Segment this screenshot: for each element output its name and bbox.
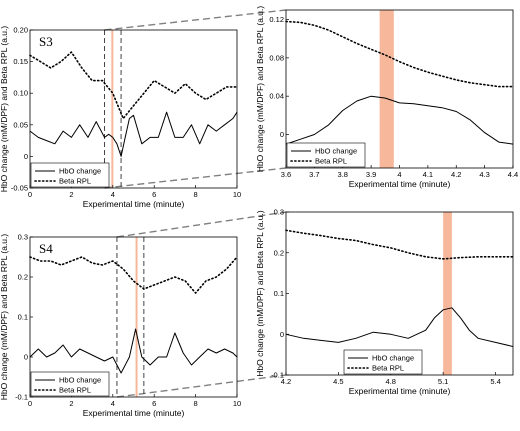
zoom-connector-top — [104, 9, 287, 31]
x-tick-label: 8 — [194, 190, 198, 199]
x-tick-label: 4.2 — [281, 377, 291, 386]
y-tick-label: -0.1 — [15, 393, 28, 402]
zoom-connector-bottom — [116, 374, 287, 398]
x-tick-label: 4 — [397, 170, 401, 179]
x-axis-label: Experimental time (minute) — [349, 386, 451, 396]
highlight-band — [379, 10, 394, 168]
x-axis-label: Experimental time (minute) — [83, 408, 185, 418]
x-tick-label: 2 — [69, 190, 73, 199]
zoom-connector-top — [116, 211, 287, 238]
x-tick-label: 4 — [111, 190, 115, 199]
highlight-band — [135, 237, 138, 397]
y-axis-label: HbO change (mM/DPF) and Beta RPL (a.u.) — [255, 6, 265, 173]
panel-s4-zoom: 4.2 4.5 4.8 5.1 5.4 -0.1 0 0.1 0.2 0.3 Experimenta… — [255, 208, 514, 396]
y-tick-label: -0.1 — [271, 371, 284, 380]
x-axis-label: Experimental time (minute) — [349, 179, 451, 189]
y-tick-label: 0 — [280, 330, 284, 339]
x-tick-label: 8 — [194, 399, 198, 408]
x-tick-label: 10 — [233, 399, 241, 408]
x-tick-label: 6 — [152, 399, 156, 408]
y-tick-label: 0.08 — [269, 53, 284, 62]
legend-entry: Beta RPL — [59, 177, 91, 186]
x-tick-label: 3.9 — [366, 170, 376, 179]
x-tick-label: 6 — [152, 190, 156, 199]
series-line-beta-rpl — [285, 20, 514, 88]
series-line-hbo-change — [285, 307, 514, 347]
series-line-hbo-change — [29, 328, 238, 374]
y-tick-label: 0.15 — [13, 57, 28, 66]
legend-entry: Beta RPL — [372, 364, 404, 373]
legend-entry: HbO change — [372, 354, 414, 363]
x-tick-label: 5.4 — [490, 377, 500, 386]
legend-box — [30, 162, 110, 188]
legend-box — [343, 349, 423, 375]
y-tick-label: 0.20 — [13, 26, 28, 35]
legend-box — [286, 142, 366, 168]
y-axis-label: HbO change (mM/DPF) and Beta RPL (a.u.) — [255, 210, 265, 377]
y-tick-label: 0.1 — [274, 289, 284, 298]
y-tick-label: 0.3 — [274, 208, 284, 217]
x-tick-label: 4.2 — [451, 170, 461, 179]
x-tick-label: 3.6 — [281, 170, 291, 179]
y-tick-label: 0.2 — [18, 273, 28, 282]
x-tick-label: 5.1 — [438, 377, 448, 386]
y-tick-label: 0 — [24, 353, 28, 362]
series-line-hbo-change — [285, 95, 514, 145]
x-tick-label: 10 — [233, 190, 241, 199]
series-line-hbo-change — [29, 111, 238, 157]
panel-s3-full: 0 2 4 6 8 10-0.0500.050.100.150.20Experimenta… — [0, 26, 241, 210]
plot-frame — [29, 29, 238, 189]
y-tick-label: 0.1 — [18, 313, 28, 322]
x-tick-label: 4.5 — [333, 377, 343, 386]
x-tick-label: 2 — [69, 399, 73, 408]
y-tick-label: 0.05 — [13, 120, 28, 129]
y-tick-label: -0.05 — [11, 184, 28, 193]
x-axis-label: Experimental time (minute) — [83, 199, 185, 209]
legend-entry: HbO change — [59, 376, 101, 385]
y-tick-label: 0.3 — [18, 233, 28, 242]
y-tick-label: 0.10 — [13, 89, 28, 98]
series-line-beta-rpl — [285, 229, 514, 260]
x-tick-label: 0 — [28, 399, 32, 408]
x-tick-label: 3.8 — [338, 170, 348, 179]
legend-entry: HbO change — [59, 167, 101, 176]
panel-s3-zoom: 3.6 3.7 3.8 3.9 4 4.1 4.2 4.3 4.4 0 0.04 0.08 0.12 Ex… — [255, 6, 518, 189]
highlight-band — [111, 30, 114, 188]
y-tick-label: 0 — [280, 130, 284, 139]
x-tick-label: 4.4 — [508, 170, 518, 179]
zoom-connectors — [104, 9, 287, 398]
x-tick-label: 0 — [28, 190, 32, 199]
panel-label: S3 — [39, 34, 53, 49]
series-line-beta-rpl — [29, 51, 238, 120]
series-line-beta-rpl — [29, 256, 238, 294]
legend-box — [30, 371, 110, 397]
highlight-band — [443, 212, 452, 375]
zoom-connector-bottom — [104, 167, 287, 189]
y-tick-label: 0.12 — [269, 15, 284, 24]
panel-label: S4 — [39, 241, 53, 256]
x-tick-label: 4 — [111, 399, 115, 408]
x-tick-label: 4.1 — [423, 170, 433, 179]
y-tick-label: 0 — [24, 152, 28, 161]
y-tick-label: 0.2 — [274, 248, 284, 257]
x-tick-label: 3.7 — [309, 170, 319, 179]
x-tick-label: 4.8 — [386, 377, 396, 386]
y-axis-label: HbO change (mM/DPF) and Beta RPL (a.u.) — [0, 26, 9, 193]
legend-entry: HbO change — [315, 147, 357, 156]
x-tick-label: 4.3 — [479, 170, 489, 179]
legend-entry: Beta RPL — [59, 386, 91, 395]
y-tick-label: 0.04 — [269, 92, 284, 101]
y-axis-label: HbO change (mM/DPF) and Beta RPL (a.u.) — [0, 234, 9, 401]
legend-entry: Beta RPL — [315, 157, 347, 166]
